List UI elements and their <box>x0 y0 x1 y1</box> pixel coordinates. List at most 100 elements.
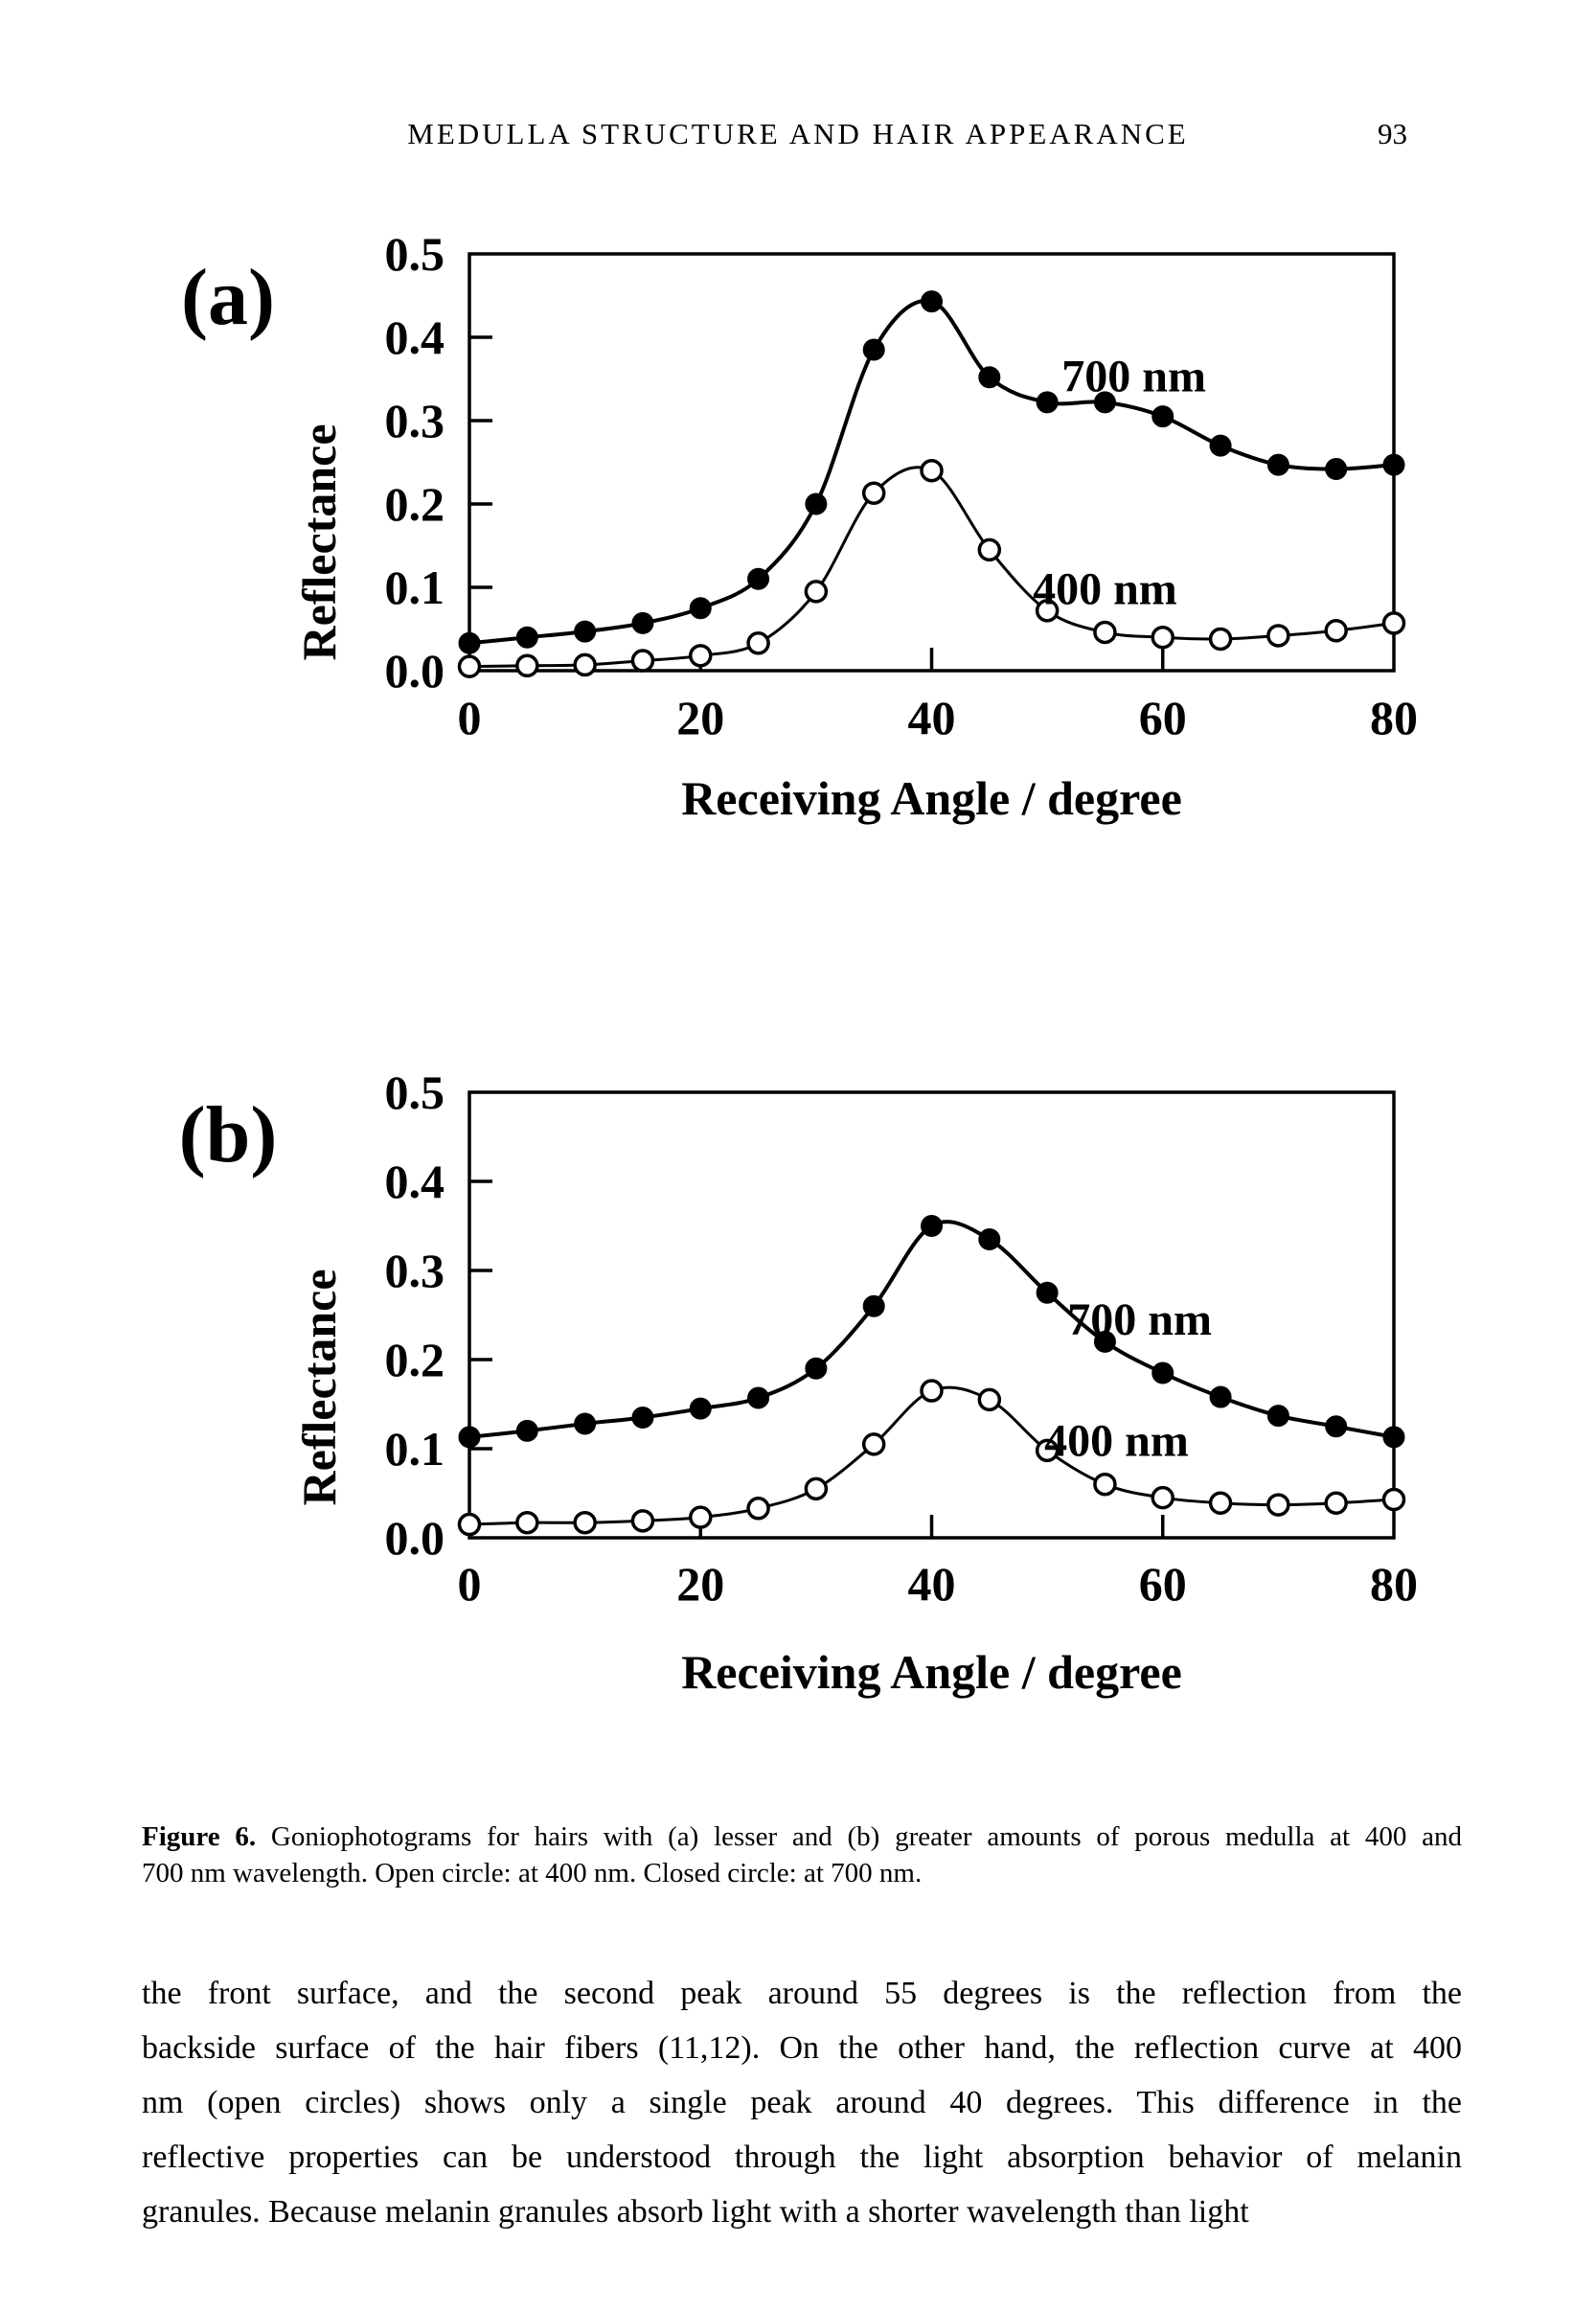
running-head: MEDULLA STRUCTURE AND HAIR APPEARANCE <box>407 117 1189 150</box>
open-circle-marker <box>1381 1487 1406 1512</box>
plot-frame <box>467 1090 1396 1540</box>
closed-circle-marker <box>1325 1415 1348 1438</box>
closed-circle-marker <box>458 1426 481 1449</box>
y-tick-label: 0.1 <box>385 561 445 614</box>
open-circle-marker <box>1035 1438 1060 1463</box>
x-tick-label: 80 <box>1370 1557 1418 1611</box>
open-circle-marker <box>1324 618 1348 643</box>
closed-circle-marker <box>862 1294 885 1317</box>
series-label-700nm: 700 nm <box>1067 1294 1212 1345</box>
body-line: reflective properties can be understood … <box>142 2139 1462 2175</box>
series-line-700nm <box>468 1220 1395 1439</box>
closed-circle-marker <box>1151 405 1174 428</box>
body-line: the front surface, and the second peak a… <box>142 1976 1462 2011</box>
closed-circle-marker <box>515 1419 538 1442</box>
closed-circle-marker <box>921 290 943 313</box>
open-circle-marker <box>1266 624 1290 648</box>
x-tick-label: 20 <box>676 1557 724 1611</box>
open-circle-marker <box>804 580 829 604</box>
chart-b-goniophotogram: 0.0 0.1 0.2 0.3 0.4 0.5 0 20 40 60 80 Receiving Ang… <box>179 1065 1418 1699</box>
open-circle-marker <box>977 1387 1002 1412</box>
panel-label: (b) <box>179 1090 278 1179</box>
open-circle-marker <box>746 1497 770 1521</box>
closed-circle-marker <box>458 631 481 654</box>
closed-circle-marker <box>1325 457 1348 480</box>
y-tick-label: 0.2 <box>385 477 445 531</box>
body-line: backside surface of the hair fibers (11,… <box>142 2030 1462 2066</box>
open-circle-marker <box>804 1476 829 1501</box>
closed-circle-marker <box>1209 434 1232 457</box>
x-tick-label: 60 <box>1139 1557 1187 1611</box>
series-label-400nm: 400 nm <box>1044 1415 1189 1466</box>
open-circle-marker <box>457 654 482 678</box>
caption-line-1-text: Goniophotograms for hairs with (a) lesse… <box>256 1821 1462 1852</box>
open-circle-marker <box>1324 1491 1348 1515</box>
caption-figure-label: Figure 6. <box>142 1821 257 1852</box>
closed-circle-marker <box>631 1406 654 1429</box>
closed-circle-marker <box>805 492 828 515</box>
y-tick-label: 0.0 <box>385 644 445 698</box>
open-circle-marker <box>861 481 886 505</box>
closed-circle-marker <box>1093 1330 1116 1353</box>
closed-circle-marker <box>921 1215 943 1237</box>
y-axis-title: Reflectance <box>292 423 346 660</box>
x-tick-label: 80 <box>1370 691 1418 744</box>
y-tick-label: 0.1 <box>385 1422 445 1476</box>
x-axis-title: Receiving Angle / degree <box>681 1645 1182 1699</box>
closed-circle-marker <box>689 1397 712 1420</box>
closed-circle-marker <box>631 611 654 634</box>
y-tick-label: 0.3 <box>385 1244 445 1297</box>
closed-circle-marker <box>689 597 712 620</box>
closed-circle-marker <box>574 620 597 643</box>
series-label-700nm: 700 nm <box>1061 352 1206 402</box>
closed-circle-marker <box>1209 1385 1232 1408</box>
open-circle-marker <box>977 538 1002 562</box>
x-tick-label: 20 <box>676 691 724 744</box>
x-tick-label: 40 <box>908 691 956 744</box>
open-circle-marker <box>630 649 655 673</box>
body-paragraph: the front surface, and the second peak a… <box>142 1966 1462 2239</box>
open-circle-marker <box>746 631 770 655</box>
y-tick-label: 0.4 <box>385 310 445 364</box>
open-circle-marker <box>689 644 713 668</box>
closed-circle-marker <box>747 567 770 590</box>
closed-circle-marker <box>747 1386 770 1409</box>
closed-circle-marker <box>978 1227 1001 1250</box>
closed-circle-marker <box>1382 453 1405 476</box>
y-tick-label: 0.4 <box>385 1155 445 1208</box>
closed-circle-marker <box>1151 1361 1174 1384</box>
x-tick-label: 40 <box>908 1557 956 1611</box>
page-number: 93 <box>1378 117 1407 150</box>
closed-circle-marker <box>1266 1405 1289 1428</box>
open-circle-marker <box>457 1512 482 1537</box>
x-tick-label: 0 <box>458 1557 482 1611</box>
open-circle-marker <box>920 458 944 483</box>
open-circle-marker <box>1151 1485 1174 1510</box>
closed-circle-marker <box>862 338 885 361</box>
closed-circle-marker <box>574 1412 597 1435</box>
x-tick-label: 0 <box>458 691 482 744</box>
y-tick-label: 0.3 <box>385 394 445 447</box>
open-circle-marker <box>1266 1493 1290 1517</box>
y-tick-label: 0.5 <box>385 227 445 281</box>
open-circle-marker <box>1093 1472 1117 1497</box>
y-tick-label: 0.0 <box>385 1511 445 1565</box>
open-circle-marker <box>573 1510 597 1535</box>
closed-circle-marker <box>1266 453 1289 476</box>
caption-line-1: Figure 6. Goniophotograms for hairs with… <box>142 1819 1462 1855</box>
open-circle-marker <box>630 1509 655 1533</box>
open-circle-marker <box>1093 620 1117 645</box>
open-circle-marker <box>1208 1491 1233 1515</box>
closed-circle-marker <box>1093 391 1116 414</box>
x-tick-label: 60 <box>1139 691 1187 744</box>
x-axis-title: Receiving Angle / degree <box>681 771 1182 825</box>
open-circle-marker <box>920 1379 944 1403</box>
y-tick-label: 0.5 <box>385 1065 445 1119</box>
open-circle-marker <box>689 1505 713 1529</box>
series-line-400nm <box>468 466 1395 669</box>
panel-label: (a) <box>181 253 275 342</box>
figure-caption: Figure 6. Goniophotograms for hairs with… <box>142 1819 1462 1891</box>
open-circle-marker <box>861 1432 886 1456</box>
series-label-400nm: 400 nm <box>1033 563 1177 614</box>
